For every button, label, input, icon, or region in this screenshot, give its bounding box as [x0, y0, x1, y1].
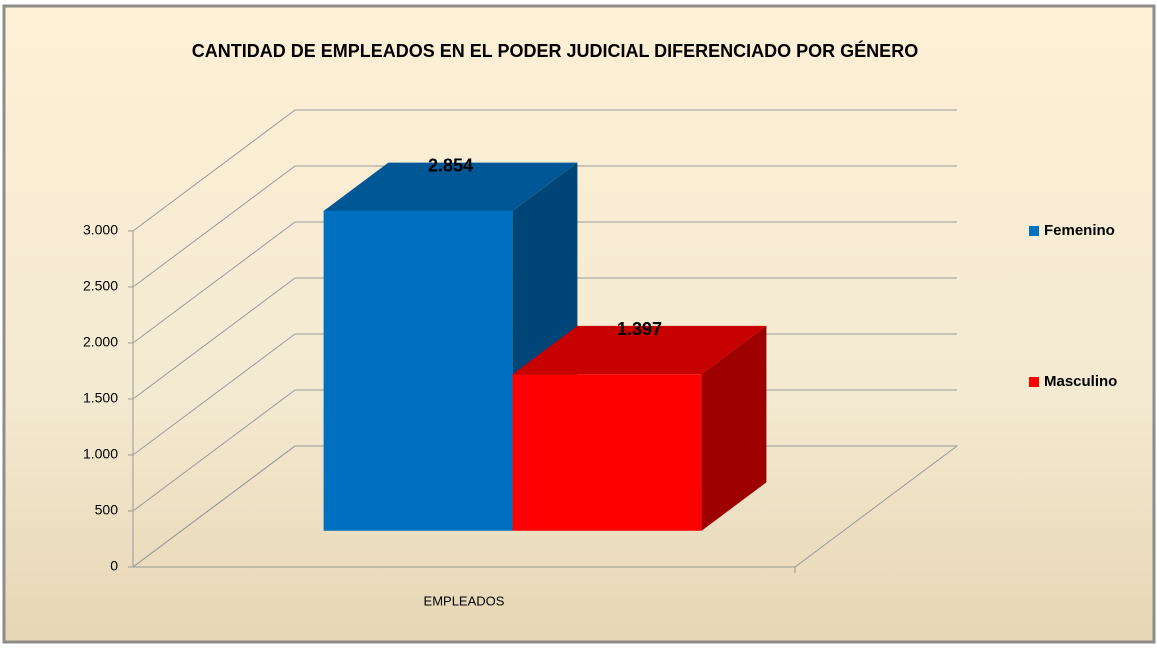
grid-line — [132, 165, 957, 288]
grid-line — [132, 277, 957, 400]
bar — [512, 325, 767, 531]
y-tick-label: 3.000 — [83, 222, 118, 238]
bar-front — [512, 374, 702, 531]
chart-background — [2, 4, 1156, 644]
legend-label: Femenino — [1044, 222, 1115, 239]
value-label: 2.854 — [428, 156, 473, 176]
bar-top — [323, 162, 578, 212]
bar-side — [701, 325, 767, 531]
y-tick-label: 1.500 — [83, 390, 118, 406]
y-tick-label: 500 — [95, 502, 119, 518]
legend-swatch — [1029, 226, 1039, 236]
legend-label: Masculino — [1044, 373, 1117, 390]
y-tick-label: 0 — [110, 558, 118, 574]
chart-title: CANTIDAD DE EMPLEADOS EN EL PODER JUDICI… — [192, 40, 918, 61]
bar-top — [512, 325, 767, 375]
y-tick-label: 2.000 — [83, 334, 118, 350]
y-tick-label: 2.500 — [83, 278, 118, 294]
bar-front — [323, 211, 513, 531]
value-label: 1.397 — [617, 319, 662, 339]
x-tick-label: EMPLEADOS — [424, 593, 505, 608]
y-tick-label: 1.000 — [83, 446, 118, 462]
grid-line — [132, 221, 957, 344]
legend-swatch — [1029, 377, 1039, 387]
grid-line — [132, 109, 957, 232]
